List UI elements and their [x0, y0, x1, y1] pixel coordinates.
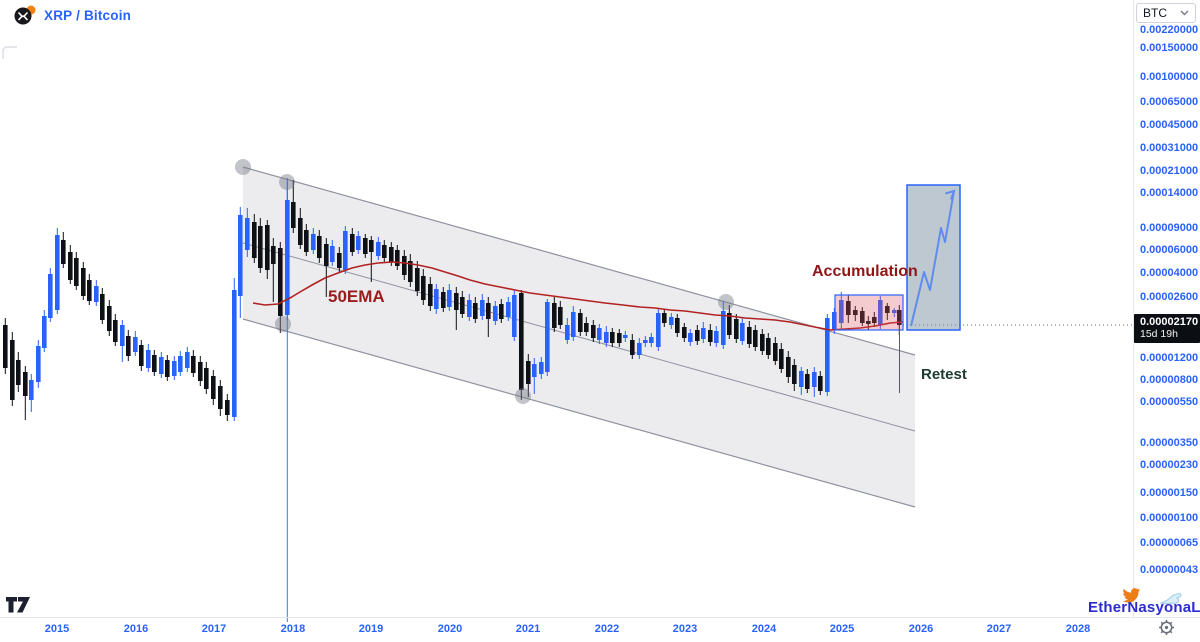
current-price-value: 0.00002170 [1140, 316, 1199, 328]
price-axis-label: 0.00100000 [1140, 71, 1199, 83]
accumulation-label[interactable]: Accumulation [812, 263, 918, 280]
tradingview-logo[interactable] [5, 596, 33, 620]
price-axis-label: 0.00000230 [1140, 459, 1199, 471]
time-axis-label: 2017 [201, 623, 227, 635]
price-axis-label: 0.00065000 [1140, 96, 1199, 108]
time-axis-label: 2027 [986, 623, 1012, 635]
time-axis-label: 2023 [672, 623, 698, 635]
retest-label[interactable]: Retest [921, 366, 967, 383]
currency-unit-label: BTC [1143, 6, 1167, 20]
time-axis-label: 2019 [358, 623, 384, 635]
price-axis-label: 0.00000150 [1140, 487, 1199, 499]
price-axis-label: 0.00031000 [1140, 142, 1199, 154]
time-axis-settings-gear-icon[interactable] [1158, 619, 1175, 641]
chevron-down-icon [1180, 10, 1189, 16]
price-axis-label: 0.00045000 [1140, 119, 1199, 131]
price-axis-label: 0.00220000 [1140, 24, 1199, 36]
price-axis-label: 0.00006000 [1140, 244, 1199, 256]
price-axis-label: 0.00000100 [1140, 512, 1199, 524]
zigzag-up-arrow [910, 190, 955, 327]
time-axis-label: 2024 [751, 623, 777, 635]
pale-bird-doodle-icon [1158, 588, 1184, 613]
time-axis-label: 2015 [44, 623, 70, 635]
projection-box-drawing[interactable] [906, 184, 961, 331]
ema-line[interactable] [252, 261, 904, 331]
price-axis-label: 0.00000065 [1140, 537, 1199, 549]
currency-unit-dropdown[interactable]: BTC [1136, 3, 1196, 23]
parallel-channel-drawing[interactable] [242, 166, 916, 508]
price-axis-label: 0.00014000 [1140, 187, 1199, 199]
twitter-bird-icon [1120, 586, 1144, 611]
price-axis-label: 0.00000350 [1140, 437, 1199, 449]
time-axis-label: 2021 [515, 623, 541, 635]
ema-label[interactable]: 50EMA [328, 287, 385, 306]
time-axis-label: 2026 [908, 623, 934, 635]
time-axis-label: 2018 [280, 623, 306, 635]
price-axis-label: 0.00004000 [1140, 267, 1199, 279]
price-axis-label: 0.00000550 [1140, 396, 1199, 408]
accumulation-box-drawing[interactable] [834, 294, 904, 331]
time-axis-label: 2025 [829, 623, 855, 635]
current-price-tag: 0.00002170 15d 19h [1134, 314, 1200, 343]
xrp-coin-icon [14, 5, 36, 25]
price-axis-label: 0.00009000 [1140, 222, 1199, 234]
price-axis-label: 0.00021000 [1140, 165, 1199, 177]
symbol-header: XRP / Bitcoin [12, 4, 131, 26]
symbol-title[interactable]: XRP / Bitcoin [44, 7, 132, 23]
price-axis-label: 0.00002600 [1140, 291, 1199, 303]
price-axis-divider [1133, 0, 1134, 617]
price-axis-label: 0.00000043 [1140, 564, 1199, 576]
price-axis-label: 0.00000800 [1140, 374, 1199, 386]
time-axis-divider [0, 617, 1200, 618]
bar-close-countdown: 15d 19h [1140, 328, 1178, 340]
time-axis-label: 2028 [1065, 623, 1091, 635]
drawing-anchor-circles[interactable] [235, 159, 734, 404]
price-axis-label: 0.00001200 [1140, 352, 1199, 364]
price-axis-label: 0.00150000 [1140, 42, 1199, 54]
time-axis-label: 2020 [437, 623, 463, 635]
drawing-toolbar-artifact [1, 43, 23, 66]
time-axis-label: 2022 [594, 623, 620, 635]
time-axis-label: 2016 [123, 623, 149, 635]
candlestick-series [3, 178, 902, 421]
